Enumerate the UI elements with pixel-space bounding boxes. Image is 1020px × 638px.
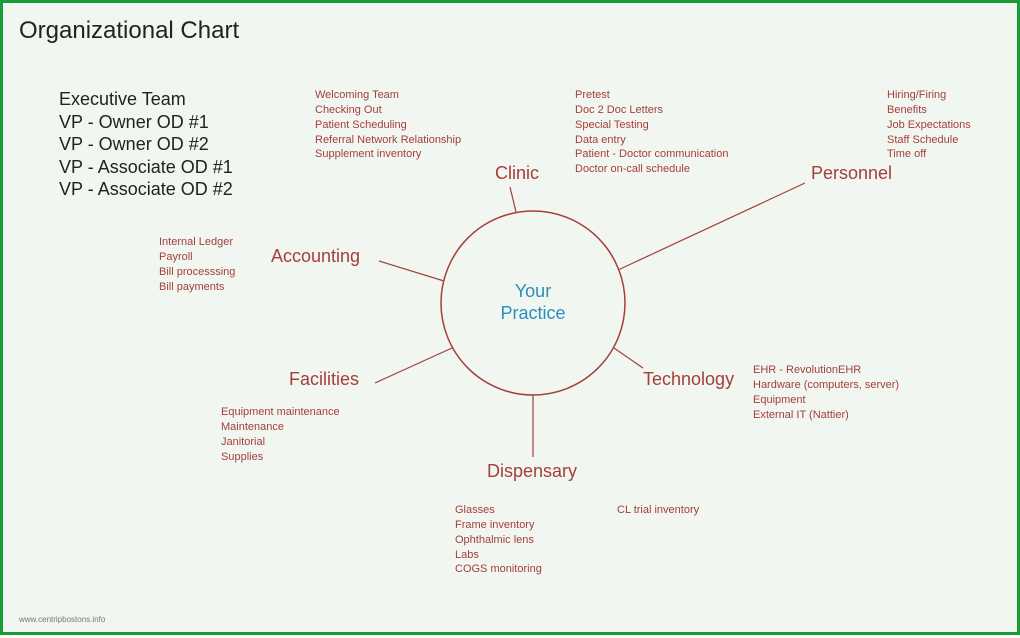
- sublist-item: Patient - Doctor communication: [575, 147, 728, 162]
- sublist-item: Janitorial: [221, 435, 340, 450]
- watermark: www.centripbostons.info: [19, 615, 105, 624]
- spoke-label-technology: Technology: [643, 369, 734, 390]
- center-line1: Your: [515, 281, 551, 301]
- sublist-item: Ophthalmic lens: [455, 533, 542, 548]
- sublist-item: Bill processsing: [159, 265, 235, 280]
- spoke-line-clinic: [510, 187, 516, 212]
- sublist-facilities: Equipment maintenanceMaintenanceJanitori…: [221, 405, 340, 464]
- diagram-canvas: Organizational Chart Executive Team VP -…: [0, 0, 1020, 635]
- spoke-label-accounting: Accounting: [271, 246, 360, 267]
- sublist-item: Pretest: [575, 88, 728, 103]
- sublist-item: EHR - RevolutionEHR: [753, 363, 899, 378]
- sublist-item: Labs: [455, 548, 542, 563]
- sublist-item: Maintenance: [221, 420, 340, 435]
- center-label: Your Practice: [473, 281, 593, 324]
- sublist2-dispensary: CL trial inventory: [617, 503, 699, 518]
- sublist-dispensary: GlassesFrame inventoryOphthalmic lensLab…: [455, 503, 542, 577]
- sublist-item: Supplement inventory: [315, 147, 461, 162]
- sublist-item: Data entry: [575, 133, 728, 148]
- sublist-item: Hiring/Firing: [887, 88, 971, 103]
- spoke-label-personnel: Personnel: [811, 163, 892, 184]
- sublist-accounting: Internal LedgerPayrollBill processsingBi…: [159, 235, 235, 294]
- sublist-technology: EHR - RevolutionEHRHardware (computers, …: [753, 363, 899, 422]
- spoke-label-dispensary: Dispensary: [487, 461, 577, 482]
- spoke-line-accounting: [379, 261, 444, 281]
- sublist-item: Checking Out: [315, 103, 461, 118]
- sublist-item: Equipment: [753, 393, 899, 408]
- sublist-item: Hardware (computers, server): [753, 378, 899, 393]
- sublist-item: Internal Ledger: [159, 235, 235, 250]
- spoke-line-technology: [614, 348, 643, 368]
- sublist-item: Payroll: [159, 250, 235, 265]
- spoke-line-facilities: [375, 348, 452, 383]
- sublist-item: External IT (Nattier): [753, 408, 899, 423]
- sublist-item: Frame inventory: [455, 518, 542, 533]
- sublist-item: Doc 2 Doc Letters: [575, 103, 728, 118]
- sublist-item: Job Expectations: [887, 118, 971, 133]
- sublist-item: Bill payments: [159, 280, 235, 295]
- sublist-item: CL trial inventory: [617, 503, 699, 518]
- sublist-item: Benefits: [887, 103, 971, 118]
- center-line2: Practice: [500, 303, 565, 323]
- spoke-label-clinic: Clinic: [495, 163, 539, 184]
- sublist-item: Doctor on-call schedule: [575, 162, 728, 177]
- sublist-item: Welcoming Team: [315, 88, 461, 103]
- sublist-item: Glasses: [455, 503, 542, 518]
- sublist-item: COGS monitoring: [455, 562, 542, 577]
- sublist-item: Patient Scheduling: [315, 118, 461, 133]
- sublist-item: Referral Network Relationship: [315, 133, 461, 148]
- sublist2-clinic: PretestDoc 2 Doc LettersSpecial TestingD…: [575, 88, 728, 177]
- sublist-item: Time off: [887, 147, 971, 162]
- sublist-item: Staff Schedule: [887, 133, 971, 148]
- sublist-item: Equipment maintenance: [221, 405, 340, 420]
- sublist-item: Supplies: [221, 450, 340, 465]
- sublist-clinic: Welcoming TeamChecking OutPatient Schedu…: [315, 88, 461, 162]
- spoke-label-facilities: Facilities: [289, 369, 359, 390]
- sublist-item: Special Testing: [575, 118, 728, 133]
- spoke-line-personnel: [618, 183, 805, 270]
- sublist-personnel: Hiring/FiringBenefitsJob ExpectationsSta…: [887, 88, 971, 162]
